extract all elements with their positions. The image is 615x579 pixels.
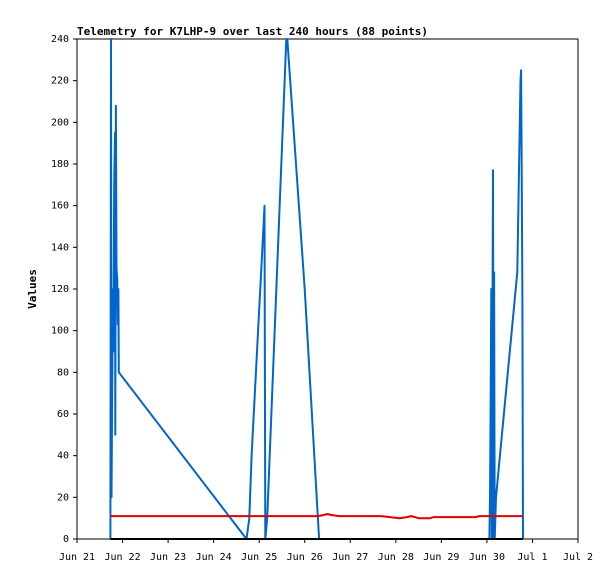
y-tick-label: 200 — [51, 117, 69, 128]
y-tick-label: 20 — [57, 492, 69, 503]
y-tick-label: 80 — [57, 367, 69, 378]
y-tick-label: 60 — [57, 409, 69, 420]
x-tick-label: Jun 24 — [196, 552, 232, 563]
x-tick-label: Jun 25 — [241, 552, 277, 563]
series-line-2 — [110, 513, 523, 520]
series-line-1 — [109, 38, 524, 540]
y-tick-label: 40 — [57, 451, 69, 462]
x-tick-label: Jun 27 — [332, 552, 368, 563]
y-axis-ticks: 0 20 40 60 80 100 120 140 160 180 200 220 240 — [51, 34, 77, 545]
x-axis-ticks: Jun 21 Jun 22 Jun 23 Jun 24 Jun 25 Jun 26 Jun … — [59, 539, 593, 563]
x-tick-label: Jun 23 — [150, 552, 186, 563]
y-tick-label: 220 — [51, 76, 69, 87]
x-tick-label: Jun 21 — [59, 552, 95, 563]
y-tick-label: 0 — [63, 534, 69, 545]
y-tick-label: 180 — [51, 159, 69, 170]
x-tick-label: Jun 28 — [378, 552, 414, 563]
y-axis-label: Values — [26, 269, 39, 309]
y-tick-label: 120 — [51, 284, 69, 295]
chart-title: Telemetry for K7LHP-9 over last 240 hour… — [77, 25, 428, 38]
x-tick-label: Jun 26 — [287, 552, 323, 563]
x-tick-label: Jun 30 — [469, 552, 505, 563]
x-tick-label: Jul 1 — [517, 552, 547, 563]
x-tick-label: Jun 22 — [104, 552, 140, 563]
x-tick-label: Jul 2 — [563, 552, 593, 563]
series-layer — [109, 38, 524, 540]
y-tick-label: 160 — [51, 201, 69, 212]
y-tick-label: 240 — [51, 34, 69, 45]
plot-area-frame — [76, 38, 579, 540]
x-tick-label: Jun 29 — [423, 552, 459, 563]
y-tick-label: 140 — [51, 242, 69, 253]
y-tick-label: 100 — [51, 326, 69, 337]
